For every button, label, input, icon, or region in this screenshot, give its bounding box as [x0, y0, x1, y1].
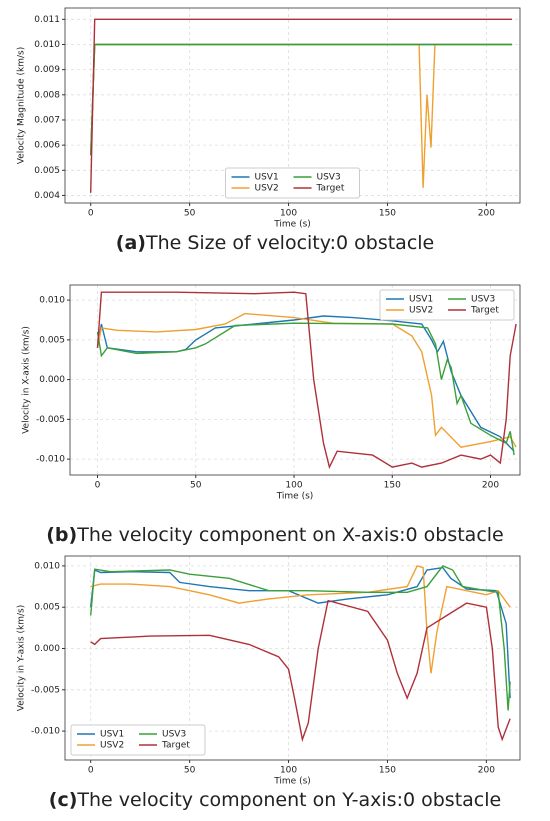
- x-tick-label: 50: [190, 481, 202, 491]
- y-tick-label: 0.010: [39, 296, 65, 306]
- plot-frame: [64, 7, 521, 204]
- y-tick-label: 0.011: [34, 15, 60, 25]
- legend-box: [225, 167, 360, 199]
- legend-label: USV2: [100, 741, 124, 751]
- x-tick-label: 200: [478, 766, 495, 776]
- y-tick-label: -0.010: [31, 727, 60, 737]
- y-tick-label: -0.010: [36, 455, 65, 465]
- x-tick-label: 100: [280, 766, 297, 776]
- legend-label: USV1: [255, 173, 279, 183]
- x-axis-label: Time (s): [276, 492, 314, 502]
- y-axis-label: Velocity in Y-axis (km/s): [17, 605, 27, 712]
- legend-label: USV2: [255, 184, 279, 194]
- x-tick-label: 100: [285, 481, 302, 491]
- x-tick-label: 0: [88, 209, 94, 219]
- y-axis-label: Velocity in X-axis (km/s): [22, 326, 32, 434]
- caption-text: The velocity component on X-axis:0 obsta…: [76, 524, 504, 546]
- y-tick-label: 0.010: [34, 40, 60, 50]
- x-tick-label: 200: [482, 481, 499, 491]
- x-axis-label: Time (s): [273, 777, 311, 787]
- y-tick-label: 0.004: [34, 191, 60, 201]
- x-axis-label: Time (s): [273, 220, 311, 230]
- y-tick-label: 0.005: [39, 335, 65, 345]
- series-line: [90, 18, 513, 193]
- caption-label: (a): [116, 232, 146, 254]
- caption-text: The Size of velocity:0 obstacle: [145, 232, 434, 254]
- legend-label: Target: [161, 741, 190, 751]
- y-tick-label: 0.005: [34, 166, 60, 176]
- legend-label: Target: [470, 306, 499, 316]
- series-line: [96, 315, 515, 452]
- y-tick-label: 0.008: [34, 90, 60, 100]
- y-tick-label: 0.010: [34, 561, 60, 571]
- series-line: [90, 43, 513, 156]
- caption: (c)The velocity component on Y-axis:0 ob…: [49, 789, 501, 811]
- x-tick-label: 0: [95, 481, 101, 491]
- legend-label: USV1: [409, 295, 433, 305]
- legend-label: USV2: [409, 306, 433, 316]
- legend-box: [379, 289, 515, 321]
- plot-frame: [64, 555, 521, 761]
- series-line: [90, 565, 511, 674]
- y-tick-label: -0.005: [31, 685, 60, 695]
- x-tick-label: 150: [379, 209, 396, 219]
- legend-box: [70, 724, 206, 756]
- series-line: [90, 599, 511, 743]
- caption-text: The velocity component on Y-axis:0 obsta…: [76, 789, 501, 811]
- caption: (b)The velocity component on X-axis:0 ob…: [46, 524, 504, 546]
- y-axis-label: Velocity Magnitude (km/s): [17, 47, 27, 164]
- caption: (a)The Size of velocity:0 obstacle: [116, 232, 434, 254]
- x-tick-label: 150: [379, 766, 396, 776]
- x-tick-label: 0: [88, 766, 94, 776]
- y-tick-label: -0.005: [36, 415, 65, 425]
- caption-label: (c): [49, 789, 78, 811]
- y-tick-label: 0.007: [34, 115, 60, 125]
- series-line: [90, 43, 513, 188]
- y-tick-label: 0.000: [39, 375, 65, 385]
- y-tick-label: 0.006: [34, 141, 60, 151]
- series-line: [96, 322, 515, 456]
- series-line: [90, 43, 513, 156]
- x-tick-label: 150: [384, 481, 401, 491]
- caption-label: (b): [46, 524, 77, 546]
- x-tick-label: 50: [184, 209, 196, 219]
- x-tick-label: 100: [280, 209, 297, 219]
- y-tick-label: 0.005: [34, 603, 60, 613]
- legend-label: USV3: [162, 730, 186, 740]
- legend-label: USV3: [471, 295, 495, 305]
- series-line: [90, 565, 511, 711]
- legend-label: Target: [316, 184, 345, 194]
- y-tick-label: 0.009: [34, 65, 60, 75]
- x-tick-label: 50: [184, 766, 196, 776]
- plot-frame: [69, 284, 521, 476]
- legend-label: USV3: [317, 173, 341, 183]
- legend-label: USV1: [100, 730, 124, 740]
- y-tick-label: 0.000: [34, 644, 60, 654]
- series-line: [96, 291, 517, 470]
- x-tick-label: 200: [478, 209, 495, 219]
